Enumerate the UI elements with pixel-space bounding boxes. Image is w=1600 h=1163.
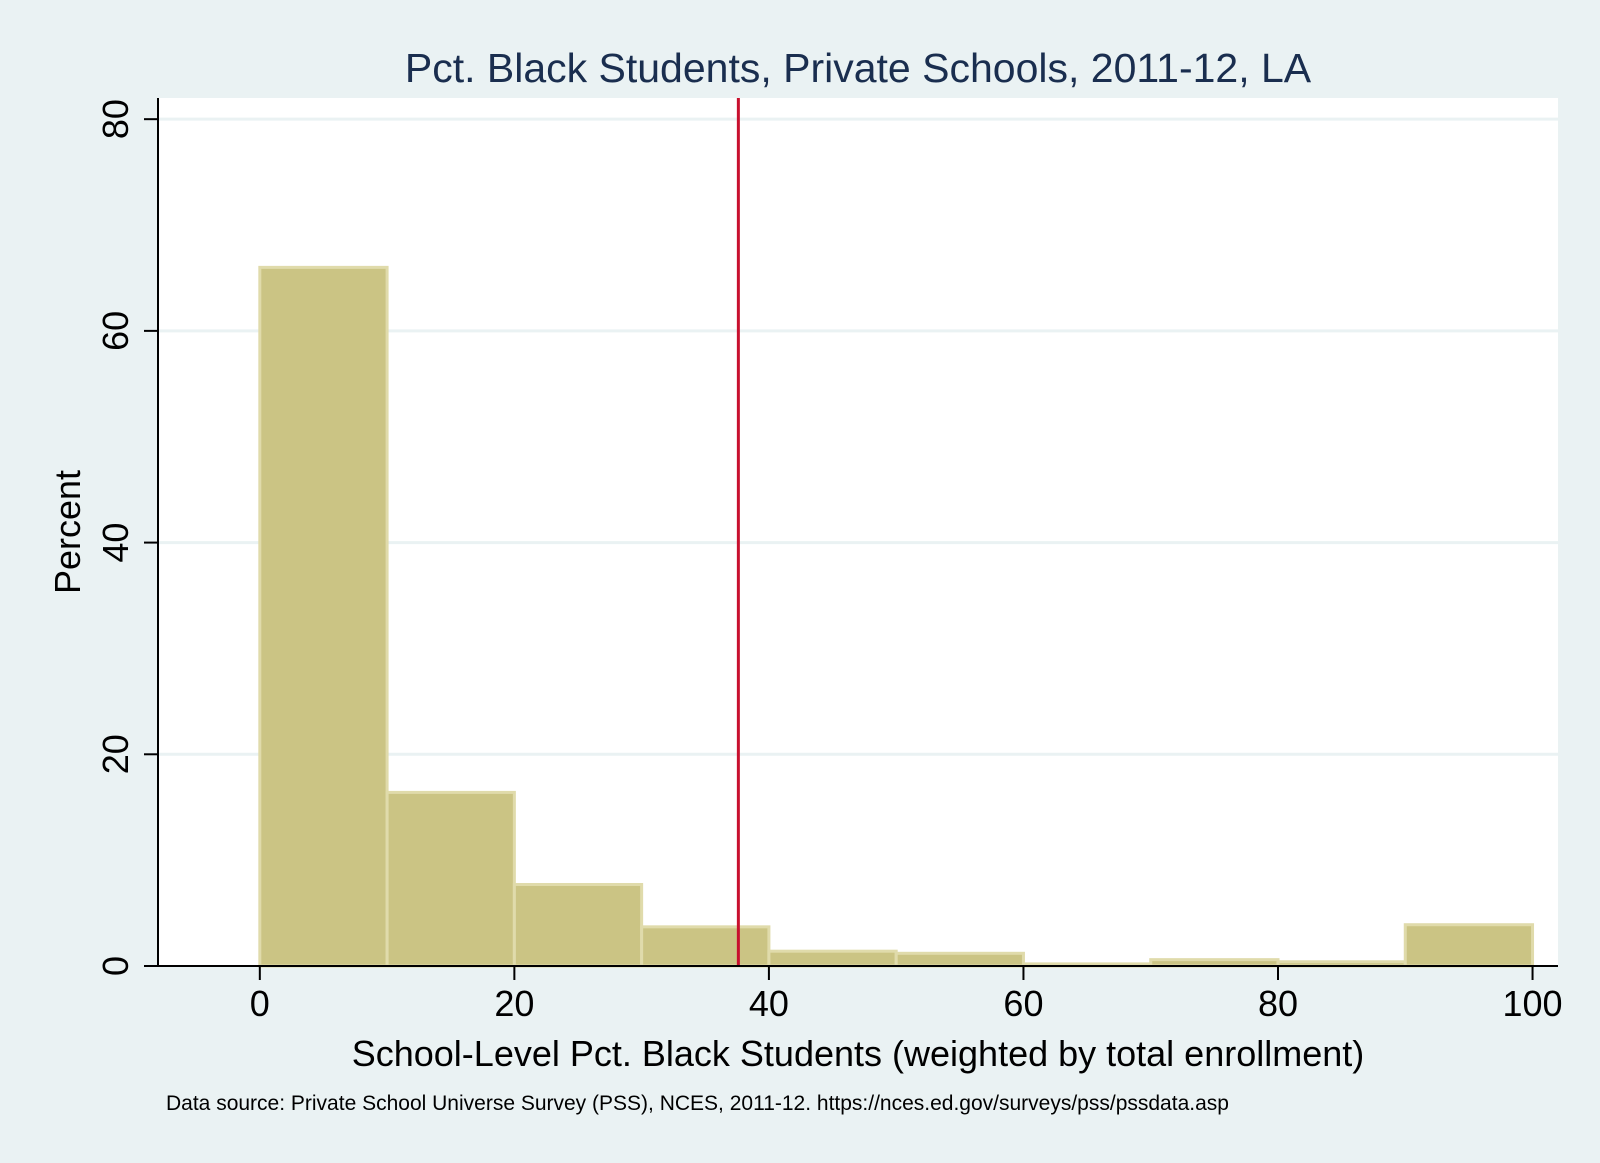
y-axis-title: Percent bbox=[47, 470, 88, 594]
histogram-bar-90-100 bbox=[1403, 923, 1535, 968]
x-tick-label-20: 20 bbox=[494, 983, 534, 1024]
chart-title: Pct. Black Students, Private Schools, 20… bbox=[405, 45, 1312, 91]
y-tick-label-60: 60 bbox=[95, 311, 136, 351]
y-tick-label-40: 40 bbox=[95, 523, 136, 563]
histogram-bar-0-10 bbox=[258, 265, 389, 968]
x-tick-label-100: 100 bbox=[1503, 983, 1563, 1024]
histogram-bar-30-40 bbox=[640, 925, 771, 968]
y-axis-ticks: 0 20 40 60 80 bbox=[95, 99, 158, 976]
x-tick-label-60: 60 bbox=[1003, 983, 1043, 1024]
histogram-bar-50-60 bbox=[894, 951, 1025, 968]
histogram-bar-40-50 bbox=[767, 949, 898, 968]
gridlines bbox=[158, 117, 1558, 756]
y-tick-label-80: 80 bbox=[95, 99, 136, 139]
y-tick-label-0: 0 bbox=[95, 956, 136, 976]
x-tick-label-40: 40 bbox=[749, 983, 789, 1024]
x-axis-title: School-Level Pct. Black Students (weight… bbox=[352, 1033, 1365, 1074]
histogram-bar-20-30 bbox=[512, 882, 644, 968]
x-axis-ticks: 0 20 40 60 80 100 bbox=[250, 966, 1563, 1024]
y-tick-label-20: 20 bbox=[95, 734, 136, 774]
x-tick-label-80: 80 bbox=[1258, 983, 1298, 1024]
x-tick-label-0: 0 bbox=[250, 983, 270, 1024]
source-note: Data source: Private School Universe Sur… bbox=[166, 1092, 1229, 1115]
histogram-bar-10-20 bbox=[385, 790, 516, 968]
